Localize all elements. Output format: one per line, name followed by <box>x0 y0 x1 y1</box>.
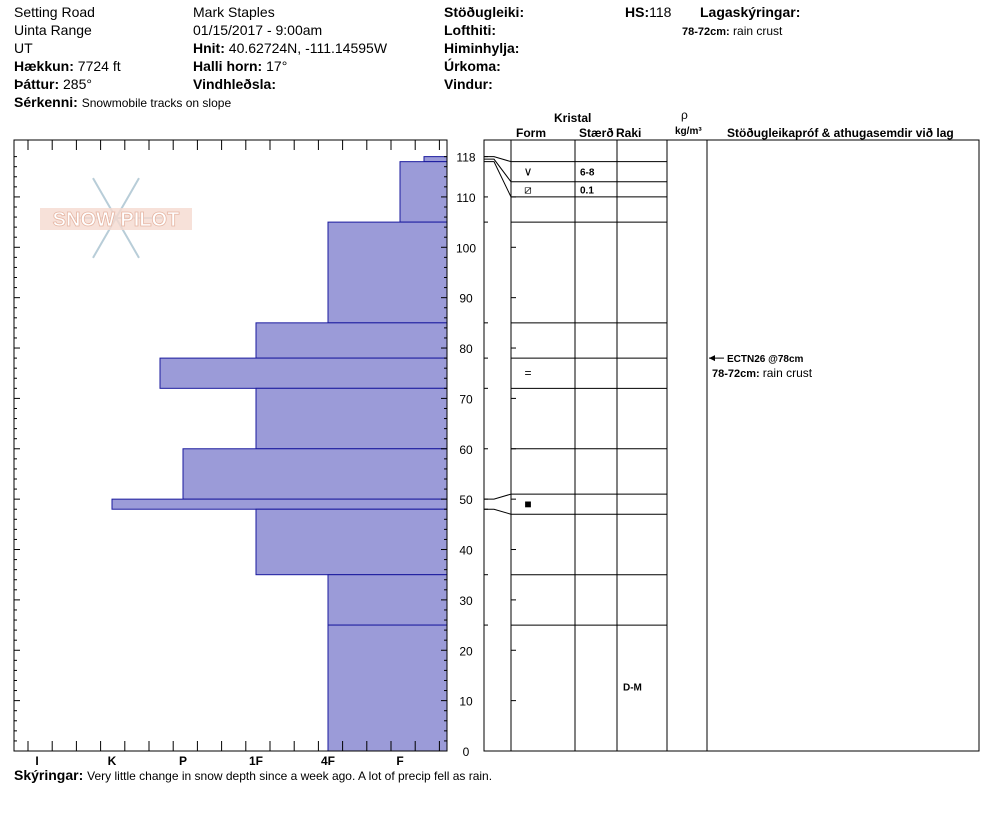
plot-frame <box>13 139 448 752</box>
moisture-header: Raki <box>616 126 642 140</box>
layer-note-range: 78-72cm: <box>682 26 730 38</box>
tests-header: Stöðugleikapróf & athugasemdir við lag <box>727 126 954 140</box>
crystal-form: ⧄ <box>524 182 532 196</box>
hardness-bar <box>327 221 448 324</box>
layer-comment-text: rain crust <box>763 366 813 380</box>
crystal-form: ■ <box>524 497 531 511</box>
y-tick-label: 50 <box>459 493 473 507</box>
slope-value: 17° <box>266 58 288 74</box>
hardness-bar <box>159 357 448 389</box>
layer-connector <box>484 493 512 500</box>
state-name: UT <box>14 40 33 56</box>
form-header: Form <box>516 126 546 140</box>
aspect-row: Þáttur: 285° <box>14 76 92 92</box>
y-tick-label: 70 <box>459 392 473 406</box>
table-frame <box>483 139 980 752</box>
sky-label: Himinhylja: <box>444 40 520 56</box>
hardness-bars <box>111 156 448 752</box>
snow-pilot-logo: SNOW PILOT <box>40 177 192 259</box>
hardness-bar <box>327 624 448 752</box>
y-tick-label: 80 <box>459 342 473 356</box>
test-arrow <box>709 355 715 362</box>
logo-band <box>40 208 192 230</box>
stability-label: Stöðugleiki: <box>444 4 525 20</box>
hardness-bar <box>111 498 448 510</box>
layer-connector <box>484 161 512 198</box>
x-tick-label: 1F <box>249 754 263 768</box>
hs-label: HS: <box>625 4 650 20</box>
crystal-form: = <box>524 366 531 380</box>
chart-axes: 0 10 20 30 40 50 60 70 80 90 100 110 118 I K P 1F 4F F <box>13 139 476 768</box>
crystal-header: Kristal <box>554 111 592 125</box>
aspect-value: 285° <box>63 76 92 92</box>
coords-value: 40.62724N, -111.14595W <box>228 40 388 56</box>
slope-row: Halli horn: 17° <box>193 58 287 74</box>
x-tick-label: P <box>179 754 187 768</box>
observation-datetime: 01/15/2017 - 9:00am <box>193 22 323 38</box>
features-value: Snowmobile tracks on slope <box>81 96 232 110</box>
features-row: Sérkenni: Snowmobile tracks on slope <box>14 94 231 111</box>
layer-note-row: 78-72cm: rain crust <box>682 23 782 40</box>
coords-label: Hnit: <box>193 40 225 56</box>
range-name: Uinta Range <box>14 22 92 38</box>
hardness-bar <box>255 322 448 359</box>
y-tick-label: 20 <box>459 644 473 658</box>
features-label: Sérkenni: <box>14 94 78 110</box>
aspect-label: Þáttur: <box>14 76 60 92</box>
size-header: Stærð <box>579 126 614 140</box>
crystal-form: ∨ <box>524 165 533 179</box>
x-tick-label: K <box>108 754 117 768</box>
comments-label: Skýringar: <box>14 767 84 783</box>
hardness-bar <box>327 574 448 626</box>
hs-value: 118 <box>649 4 672 20</box>
density-unit-header: kg/m³ <box>675 126 702 137</box>
hs-row: HS:118 <box>625 4 671 20</box>
hardness-bar <box>423 156 448 163</box>
hardness-bar <box>182 448 448 500</box>
elevation-row: Hækkun: 7724 ft <box>14 58 121 74</box>
y-tick-label: 30 <box>459 594 473 608</box>
elevation-label: Hækkun: <box>14 58 74 74</box>
coordinates-row: Hnit: 40.62724N, -111.14595W <box>193 40 387 56</box>
layer-connector <box>484 508 512 515</box>
layer-note-text: rain crust <box>733 24 783 38</box>
precip-label: Úrkoma: <box>444 58 501 74</box>
x-tick-label: I <box>35 754 38 768</box>
elevation-value: 7724 ft <box>77 58 121 74</box>
logo-text: SNOW PILOT <box>53 209 180 231</box>
hardness-bar <box>255 508 448 576</box>
air-temp-label: Lofthiti: <box>444 22 497 38</box>
slope-label: Halli horn: <box>193 58 263 74</box>
layer-connector <box>484 158 512 183</box>
layer-comment: 78-72cm: rain crust <box>712 366 813 380</box>
stability-test: ECTN26 @78cm <box>727 354 804 365</box>
y-tick-label: 0 <box>463 745 470 759</box>
y-tick-label: 118 <box>456 151 475 165</box>
y-tick-label: 90 <box>459 292 473 306</box>
layer-notes-label: Lagaskýringar: <box>700 4 801 20</box>
hardness-bar <box>399 161 448 223</box>
hardness-bar <box>255 387 448 450</box>
y-tick-label: 110 <box>456 191 475 205</box>
wind-label: Vindur: <box>444 76 493 92</box>
location-name: Setting Road <box>14 4 95 20</box>
x-tick-label: F <box>396 754 403 768</box>
crystal-size: 6-8 <box>580 168 595 179</box>
y-tick-label: 60 <box>459 443 473 457</box>
moisture-value: D-M <box>623 683 642 694</box>
y-tick-label: 10 <box>459 695 473 709</box>
x-tick-label: 4F <box>321 754 335 768</box>
observer-name: Mark Staples <box>193 4 275 20</box>
y-tick-label: 100 <box>456 241 476 255</box>
rho-header: ρ <box>681 108 688 122</box>
crystal-size: 0.1 <box>580 185 594 196</box>
layer-comment-range: 78-72cm: <box>712 368 763 380</box>
layer-connector <box>484 156 512 163</box>
y-tick-label: 40 <box>459 544 473 558</box>
comments-text: Very little change in snow depth since a… <box>87 769 493 783</box>
comments-row: Skýringar: Very little change in snow de… <box>14 767 492 784</box>
wind-loading-label: Vindhleðsla: <box>193 76 276 92</box>
